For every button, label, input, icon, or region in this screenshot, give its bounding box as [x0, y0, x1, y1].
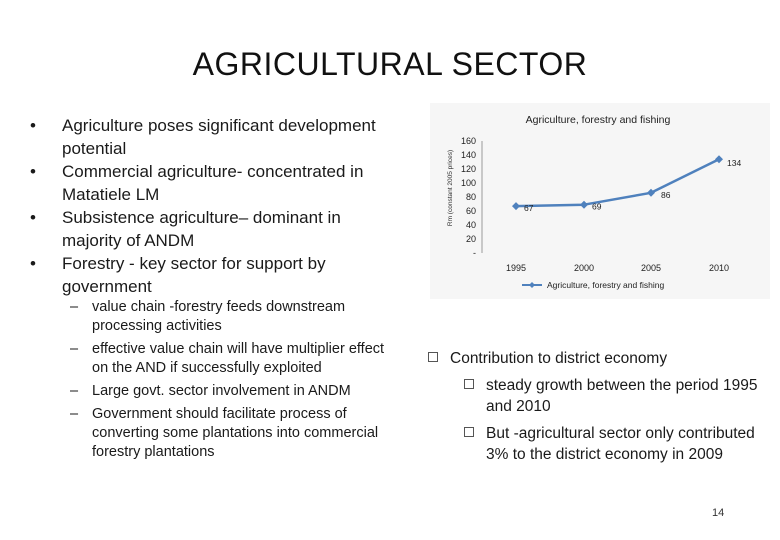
sub-bullet-list: – value chain -forestry feeds downstream … [70, 298, 390, 466]
bullet-dot-icon: • [30, 254, 36, 273]
sub-bullet-item: – Large govt. sector involvement in ANDM [70, 382, 390, 401]
dash-icon: – [70, 299, 79, 315]
main-bullet-list: • Agriculture poses significant developme… [28, 114, 400, 298]
sub-bullet-item: – effective value chain will have multipl… [70, 340, 390, 378]
y-tick-label: 40 [466, 220, 476, 230]
bullet-dot-icon: • [30, 116, 36, 135]
y-tick-label: 160 [461, 136, 476, 146]
y-tick-label: - [473, 248, 476, 258]
sub-bullet-text: effective value chain will have multipli… [92, 341, 385, 376]
checkbox-bullet-icon [464, 379, 474, 389]
x-tick-label: 2000 [574, 263, 594, 273]
chart-marks: 160 140 120 100 80 60 40 20 - 1995 2000 2005 2010 67 6… [461, 136, 741, 290]
bullet-item: • Subsistence agriculture– dominant in ma… [28, 206, 400, 252]
sub-bullet-item: – value chain -forestry feeds downstream … [70, 298, 390, 336]
y-axis-label: Rm (constant 2005 prices) [447, 150, 454, 226]
data-label: 134 [727, 158, 741, 168]
dash-icon: – [70, 341, 79, 357]
data-point [647, 188, 655, 197]
chart-svg: Agriculture, forestry and fishing Rm (co… [447, 114, 741, 290]
data-point [715, 155, 723, 164]
bullet-item: • Forestry - key sector for support by go… [28, 252, 400, 298]
data-point [580, 200, 588, 209]
x-tick-label: 1995 [506, 263, 526, 273]
y-tick-label: 20 [466, 234, 476, 244]
data-point [512, 202, 520, 211]
sub-bullet-text: Government should facilitate process of … [92, 406, 379, 460]
legend-marker [529, 282, 535, 288]
bullet-text: Forestry - key sector for support by gov… [62, 254, 326, 296]
page-title: AGRICULTURAL SECTOR [192, 46, 588, 82]
chart-title: Agriculture, forestry and fishing [526, 114, 671, 126]
sub-bullet-text: Large govt. sector involvement in ANDM [92, 383, 351, 399]
contribution-list: Contribution to district economy steady … [428, 348, 778, 471]
page-number: 14 [712, 507, 725, 519]
y-tick-label: 60 [466, 206, 476, 216]
bullet-dot-icon: • [30, 208, 36, 227]
sub-bullet-text: value chain -forestry feeds downstream p… [92, 299, 346, 334]
data-label: 69 [592, 202, 602, 212]
legend-entry: Agriculture, forestry and fishing [547, 280, 664, 290]
data-label: 86 [661, 190, 671, 200]
line-chart: Agriculture, forestry and fishing Rm (co… [430, 103, 770, 299]
x-tick-label: 2010 [709, 263, 729, 273]
dash-icon: – [70, 406, 79, 422]
bullet-text: Agriculture poses significant developmen… [62, 116, 376, 158]
contribution-sub-item: steady growth between the period 1995 an… [464, 375, 778, 417]
series-line [515, 158, 720, 208]
checkbox-bullet-icon [428, 352, 438, 362]
bullet-text: Subsistence agriculture– dominant in maj… [62, 208, 341, 250]
sub-bullet-item: – Government should facilitate process of… [70, 405, 390, 462]
bullet-text: Commercial agriculture- concentrated in … [62, 162, 364, 204]
dash-icon: – [70, 383, 79, 399]
bullet-item: • Agriculture poses significant developme… [28, 114, 400, 160]
y-tick-label: 120 [461, 164, 476, 174]
x-tick-label: 2005 [641, 263, 661, 273]
contribution-text: Contribution to district economy [450, 350, 668, 367]
bullet-item: • Commercial agriculture- concentrated in… [28, 160, 400, 206]
y-tick-label: 100 [461, 178, 476, 188]
data-label: 67 [524, 203, 534, 213]
contribution-item: Contribution to district economy [428, 348, 778, 369]
contribution-sub-text: steady growth between the period 1995 an… [486, 377, 758, 415]
checkbox-bullet-icon [464, 427, 474, 437]
bullet-dot-icon: • [30, 162, 36, 181]
contribution-sub-text: But -agricultural sector only contribute… [486, 425, 755, 463]
contribution-sub-item: But -agricultural sector only contribute… [464, 423, 778, 465]
y-tick-label: 80 [466, 192, 476, 202]
y-tick-label: 140 [461, 150, 476, 160]
